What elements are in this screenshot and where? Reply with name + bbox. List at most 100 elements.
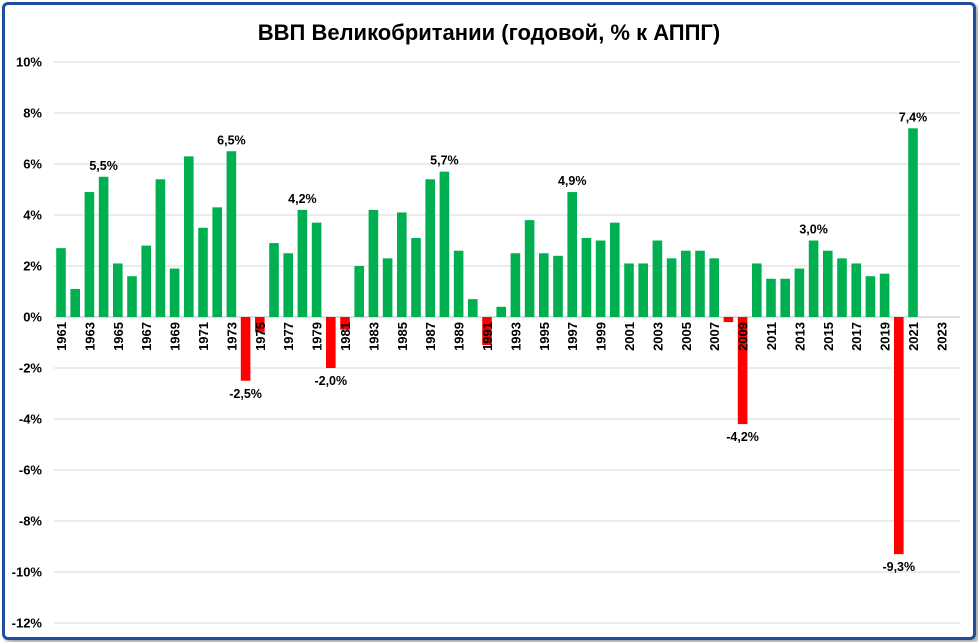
y-tick-label: 0% <box>23 310 42 325</box>
x-tick-label: 1975 <box>253 322 268 351</box>
bar-1988 <box>439 171 450 317</box>
data-label: 4,2% <box>288 192 317 206</box>
bar-2019 <box>879 273 890 317</box>
bar-2002 <box>638 263 648 317</box>
y-tick-label: -10% <box>12 565 43 580</box>
data-label: -4,2% <box>726 430 759 444</box>
data-labels: 5,5% 6,5% -2,5% 4,2% -2,0% 5,7% 4,9% -4,2% 3,0% -… <box>89 110 927 574</box>
bar-1997 <box>567 192 577 317</box>
x-tick-label: 1963 <box>82 322 97 351</box>
bar-1995 <box>539 253 549 317</box>
x-tick-label: 1987 <box>423 322 438 351</box>
bar-2008 <box>723 317 734 323</box>
x-tick-label: 2019 <box>878 322 893 351</box>
bar-2005 <box>681 250 691 317</box>
data-label: 3,0% <box>799 223 828 237</box>
x-tick-label: 2015 <box>821 322 836 351</box>
x-tick-label: 1991 <box>480 322 495 351</box>
bar-1986 <box>411 237 421 317</box>
bar-1977 <box>283 253 293 317</box>
data-label: 7,4% <box>899 110 928 124</box>
bar-2010 <box>752 263 762 317</box>
y-tick-label: 8% <box>23 106 42 121</box>
bar-1961 <box>56 248 66 317</box>
bar-1963 <box>84 192 95 317</box>
data-label: 4,9% <box>558 174 587 188</box>
bar-1975 <box>255 317 265 333</box>
x-tick-label: 1977 <box>281 322 296 351</box>
bar-1964 <box>98 176 109 317</box>
x-axis-ticks: 1961 1963 1965 1967 1969 1971 1973 1975 1977 1979… <box>54 322 949 351</box>
bar-2018 <box>865 276 876 317</box>
x-tick-label: 1989 <box>452 322 467 351</box>
bar-1981 <box>340 317 350 330</box>
bar-2006 <box>695 250 705 317</box>
x-tick-label: 1979 <box>310 322 325 351</box>
bar-2003 <box>652 240 663 317</box>
x-tick-label: 2011 <box>764 322 779 350</box>
bar-1978 <box>297 209 308 317</box>
x-tick-label: 1961 <box>54 322 69 351</box>
data-label: 5,5% <box>89 159 118 173</box>
x-tick-label: 2003 <box>650 322 665 351</box>
x-tick-label: 1983 <box>366 322 381 351</box>
data-label: -2,0% <box>314 374 347 388</box>
bar-1974 <box>240 317 251 381</box>
x-tick-label: 2017 <box>849 322 864 351</box>
x-tick-label: 2009 <box>736 322 751 351</box>
bar-1984 <box>382 258 393 317</box>
bars <box>56 128 918 555</box>
bar-2000 <box>610 222 620 317</box>
bar-2012 <box>780 278 790 317</box>
bar-2014 <box>808 240 819 317</box>
bar-2011 <box>766 278 776 317</box>
x-tick-label: 1985 <box>395 322 410 351</box>
bar-1972 <box>212 207 222 317</box>
y-tick-label: 2% <box>23 259 42 274</box>
x-tick-label: 1969 <box>168 322 183 351</box>
bar-1985 <box>397 212 407 317</box>
x-tick-label: 1973 <box>224 322 239 351</box>
x-tick-label: 2013 <box>792 322 807 351</box>
bar-1991 <box>482 317 492 346</box>
bar-1965 <box>113 263 123 317</box>
bar-2016 <box>837 258 847 317</box>
y-axis-ticks: 10% 8% 6% 4% 2% 0% -2% -4% -6% -8% -10% -12% <box>12 55 43 631</box>
y-tick-label: -8% <box>19 514 43 529</box>
x-tick-label: 2005 <box>679 322 694 351</box>
bar-1976 <box>269 243 279 317</box>
data-label: 6,5% <box>217 133 246 147</box>
y-tick-label: -12% <box>12 616 43 631</box>
bar-1970 <box>184 156 194 317</box>
y-tick-label: -4% <box>19 412 43 427</box>
bar-2013 <box>794 268 805 317</box>
bar-2017 <box>851 263 861 317</box>
data-label: -2,5% <box>229 387 262 401</box>
x-tick-label: 1971 <box>196 322 211 351</box>
bar-1973 <box>226 151 237 317</box>
x-tick-label: 1965 <box>111 322 126 351</box>
bar-2020 <box>894 317 904 555</box>
data-label: 5,7% <box>430 154 459 168</box>
y-tick-label: 4% <box>23 208 42 223</box>
bar-1994 <box>524 220 535 317</box>
bar-1968 <box>155 179 166 317</box>
bar-2004 <box>666 258 677 317</box>
y-tick-label: -6% <box>19 463 43 478</box>
x-tick-label: 1981 <box>338 322 353 351</box>
y-tick-label: -2% <box>19 361 43 376</box>
bar-1992 <box>496 306 506 317</box>
bar-1966 <box>127 276 137 317</box>
bar-1979 <box>311 222 322 317</box>
x-tick-label: 1999 <box>594 322 609 351</box>
bar-1980 <box>326 317 336 368</box>
x-tick-label: 1993 <box>508 322 523 351</box>
bar-1971 <box>198 227 208 317</box>
x-tick-label: 2021 <box>906 322 921 351</box>
y-tick-label: 6% <box>23 157 42 172</box>
x-tick-label: 1997 <box>565 322 580 351</box>
x-tick-label: 2007 <box>707 322 722 351</box>
bar-2015 <box>823 250 833 317</box>
bar-1983 <box>368 209 379 317</box>
